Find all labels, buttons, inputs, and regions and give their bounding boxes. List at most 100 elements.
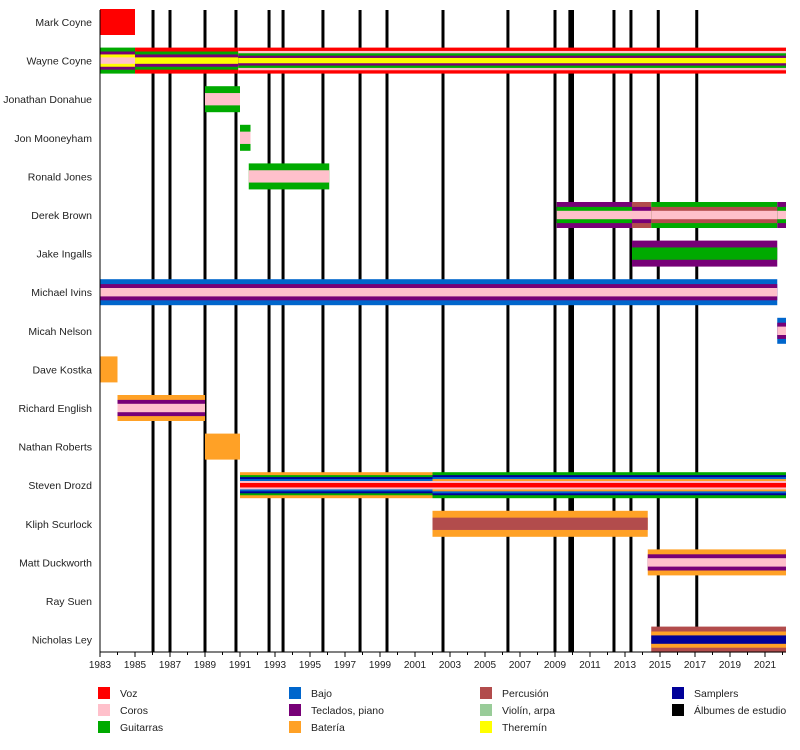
bar-segment-bateria xyxy=(205,433,240,460)
bar-segment-voz xyxy=(100,9,135,35)
legend: Voz Coros Guitarras Bajo Teclados, piano Bate… xyxy=(98,687,786,734)
member-label: Dave Kostka xyxy=(32,364,92,376)
member-label: Micah Nelson xyxy=(28,326,92,338)
member-label: Kliph Scurlock xyxy=(25,519,92,531)
album-line xyxy=(234,10,238,652)
member-label: Jake Ingalls xyxy=(37,249,92,261)
legend-item-coros: Coros xyxy=(98,704,148,717)
bar-segment-theremin xyxy=(135,57,239,64)
legend-swatch xyxy=(98,721,110,733)
member-bar xyxy=(632,202,652,228)
tick-label: 1987 xyxy=(159,660,182,671)
tick-label: 2005 xyxy=(474,660,497,671)
album-line xyxy=(358,10,362,652)
member-label: Nathan Roberts xyxy=(18,442,92,454)
album-line xyxy=(571,10,574,652)
member-bar xyxy=(240,124,251,151)
bar-segment-coros xyxy=(205,93,240,106)
member-label: Mark Coyne xyxy=(35,17,92,29)
legend-swatch xyxy=(480,687,492,699)
member-label: Derek Brown xyxy=(31,210,92,222)
bar-segment-coros xyxy=(117,403,205,413)
member-bar xyxy=(556,202,632,228)
album-line xyxy=(321,10,325,652)
bar-segment-voz xyxy=(432,482,786,488)
legend-swatch xyxy=(672,704,684,716)
album-line xyxy=(553,10,557,652)
bar-segment-coros xyxy=(651,210,778,220)
legend-label: Violín, arpa xyxy=(502,705,555,717)
legend-item-violin: Violín, arpa xyxy=(480,704,555,717)
member-label: Matt Duckworth xyxy=(19,557,92,569)
member-bar xyxy=(135,47,239,74)
legend-swatch xyxy=(480,704,492,716)
member-bar xyxy=(205,433,240,460)
tick-label: 2001 xyxy=(404,660,427,671)
member-bar xyxy=(777,202,786,228)
legend-item-theremin: Theremín xyxy=(480,721,547,734)
tick-label: 1995 xyxy=(299,660,322,671)
bar-segment-coros xyxy=(100,57,135,64)
member-label: Michael Ivins xyxy=(31,287,92,299)
album-line xyxy=(385,10,389,652)
tick-label: 2013 xyxy=(614,660,637,671)
member-bars xyxy=(100,9,786,653)
album-line xyxy=(695,10,699,652)
album-line xyxy=(612,10,616,652)
legend-item-percusion: Percusión xyxy=(480,687,549,700)
legend-swatch xyxy=(289,721,301,733)
bar-segment-theremin xyxy=(238,57,786,64)
legend-swatch xyxy=(98,687,110,699)
legend-label: Coros xyxy=(120,705,148,717)
legend-label: Bajo xyxy=(311,688,332,700)
legend-label: Voz xyxy=(120,688,138,700)
album-line xyxy=(151,10,155,652)
bar-segment-coros xyxy=(777,210,786,220)
tick-label: 2021 xyxy=(754,660,777,671)
album-line xyxy=(281,10,285,652)
member-label: Wayne Coyne xyxy=(26,56,92,68)
legend-item-teclados: Teclados, piano xyxy=(289,704,384,717)
tick-label: 2015 xyxy=(649,660,672,671)
member-bar xyxy=(647,549,786,576)
legend-item-samplers: Samplers xyxy=(672,687,738,700)
tick-label: 1999 xyxy=(369,660,392,671)
album-line xyxy=(629,10,633,652)
tick-label: 1983 xyxy=(89,660,112,671)
legend-item-guitarras: Guitarras xyxy=(98,721,163,734)
bar-segment-percusion xyxy=(432,517,648,530)
legend-label: Guitarras xyxy=(120,722,163,734)
album-lines xyxy=(151,10,699,652)
member-label: Jonathan Donahue xyxy=(3,94,92,106)
tick-label: 2009 xyxy=(544,660,567,671)
legend-label: Theremín xyxy=(502,722,547,734)
member-bar xyxy=(100,279,778,306)
album-line xyxy=(656,10,660,652)
bar-segment-coros xyxy=(100,288,778,297)
member-labels: Mark Coyne Wayne Coyne Jonathan Donahue Jon… xyxy=(3,17,92,647)
member-label: Steven Drozd xyxy=(28,480,92,492)
tick-label: 1991 xyxy=(229,660,252,671)
legend-swatch xyxy=(98,704,110,716)
member-bar xyxy=(651,202,778,228)
legend-item-bateria: Batería xyxy=(289,721,345,734)
bar-segment-coros xyxy=(777,326,786,335)
tick-label: 2007 xyxy=(509,660,532,671)
member-bar xyxy=(432,510,648,537)
bar-segment-coros xyxy=(240,131,251,144)
bar-segment-coros xyxy=(632,210,652,220)
album-line xyxy=(168,10,172,652)
member-bar xyxy=(432,472,786,499)
bar-segment-coros xyxy=(248,170,330,183)
bar-segment-coros xyxy=(556,210,632,220)
album-line xyxy=(441,10,445,652)
legend-item-bajo: Bajo xyxy=(289,687,332,700)
member-bar xyxy=(248,163,330,190)
legend-swatch xyxy=(289,687,301,699)
bar-segment-bateria xyxy=(100,356,118,383)
member-bar xyxy=(632,240,778,267)
album-line xyxy=(506,10,510,652)
bar-segment-voz xyxy=(240,482,433,488)
bar-segment-samplers xyxy=(651,635,786,644)
